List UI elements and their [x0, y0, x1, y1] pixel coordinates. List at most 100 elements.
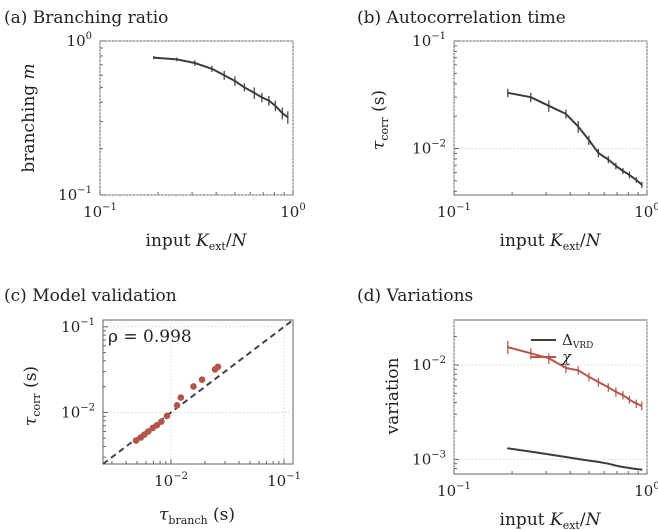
series-line-1 [507, 346, 643, 407]
x-tick-label: 100 [280, 202, 305, 221]
data-point [577, 125, 579, 128]
data-point [194, 62, 196, 64]
data-point [588, 459, 590, 462]
panel-b-xlabel: input Kext/N [500, 231, 602, 253]
panel-d-xlabel: input Kext/N [500, 510, 602, 530]
data-point [234, 80, 236, 82]
panel-c-annotation: ρ = 0.998 [108, 327, 192, 347]
data-point [628, 467, 631, 469]
data-point [641, 184, 643, 186]
series-line-0 [153, 56, 289, 119]
data-point [597, 461, 600, 463]
y-tick-label: 10−2 [412, 139, 446, 158]
data-point [577, 458, 579, 460]
panel-d-variations: (d) Variations 10−1 100 10−3 10−2 input Kex… [357, 286, 658, 530]
y-tick-label: 10−1 [412, 31, 446, 50]
x-tick-label: 10−1 [83, 202, 117, 221]
data-point [211, 67, 213, 70]
data-point [274, 104, 277, 107]
data-point [190, 383, 197, 390]
panel-a-branching-ratio: (a) Branching ratio 10−1 100 10−1 100 input… [4, 8, 306, 253]
panel-c-ylabel: τcorr (s) [21, 366, 43, 426]
data-point [635, 179, 638, 181]
data-point [506, 447, 509, 450]
panel-a-xlabel: input Kext/N [146, 231, 248, 253]
panel-b-ylabel: τcorr (s) [369, 90, 391, 150]
y-tick-label: 10−1 [58, 185, 92, 204]
data-point [641, 468, 643, 471]
data-point [635, 402, 638, 405]
panel-c-xlabel: τbranch (s) [159, 505, 235, 527]
panel-d-ylabel: variation [383, 358, 403, 436]
data-point [635, 468, 638, 470]
data-point [597, 381, 600, 383]
data-point [615, 165, 617, 167]
data-point [565, 456, 567, 458]
data-point [163, 412, 171, 420]
x-tick-label: 10−1 [437, 481, 471, 500]
panel-a-title: (a) Branching ratio [4, 8, 168, 28]
data-point [152, 56, 155, 59]
series-line-0 [507, 447, 642, 471]
data-point [622, 466, 624, 468]
data-point [223, 74, 225, 76]
data-point [281, 112, 284, 114]
data-point [198, 376, 206, 384]
y-tick-label: 100 [67, 31, 92, 50]
data-point [565, 367, 567, 369]
panel-a-ylabel: branching m [19, 63, 39, 172]
legend-label-chi: χ [561, 348, 572, 366]
panel-d-legend: ΔVRD χ [531, 331, 593, 366]
data-point [506, 91, 509, 94]
y-tick-label: 10−2 [412, 355, 446, 374]
data-point [565, 113, 567, 115]
data-point [607, 158, 610, 161]
x-tick-label: 10−1 [437, 202, 471, 221]
data-point [577, 369, 579, 372]
data-point [261, 96, 263, 99]
data-point [253, 92, 256, 94]
data-point [622, 394, 624, 396]
y-tick-label: 10−2 [61, 402, 95, 421]
data-point [506, 346, 509, 348]
y-tick-label: 10−1 [61, 317, 95, 336]
x-tick-label: 10−2 [154, 471, 188, 490]
data-point [173, 402, 181, 409]
data-point [243, 86, 246, 89]
data-point [268, 99, 270, 102]
data-point [530, 352, 532, 355]
data-point [145, 428, 152, 435]
panel-c-model-validation: (c) Model validation 10−2 10−1 10−2 10−1 ρ … [4, 286, 301, 527]
data-point [628, 398, 631, 401]
x-tick-label: 10−1 [267, 471, 301, 490]
panel-c-title: (c) Model validation [4, 286, 177, 306]
data-point [628, 174, 631, 176]
data-point [615, 464, 617, 467]
data-point [176, 58, 178, 61]
data-point [622, 170, 624, 172]
data-point [132, 437, 140, 444]
data-point [588, 376, 590, 378]
panel-d-plot-frame [453, 319, 648, 475]
x-tick-label: 100 [634, 481, 658, 500]
data-point [548, 104, 550, 107]
panel-b-autocorrelation-time: (b) Autocorrelation time 10−1 100 10−2 10−1… [357, 8, 658, 253]
data-point [157, 418, 165, 425]
data-point [607, 462, 610, 465]
panel-d-title: (d) Variations [357, 286, 473, 306]
data-point [615, 391, 617, 393]
data-point [607, 386, 610, 389]
panel-b-title: (b) Autocorrelation time [357, 8, 566, 28]
x-tick-label: 100 [634, 202, 658, 221]
data-point [177, 394, 185, 401]
y-tick-label: 10−3 [412, 449, 446, 468]
data-point [530, 96, 532, 99]
data-point [530, 450, 532, 453]
data-point [641, 404, 643, 407]
panel-c-plot-frame [102, 319, 294, 465]
data-point [588, 139, 590, 141]
series-line-0 [507, 91, 643, 186]
data-point [597, 152, 600, 154]
data-point [548, 453, 550, 456]
